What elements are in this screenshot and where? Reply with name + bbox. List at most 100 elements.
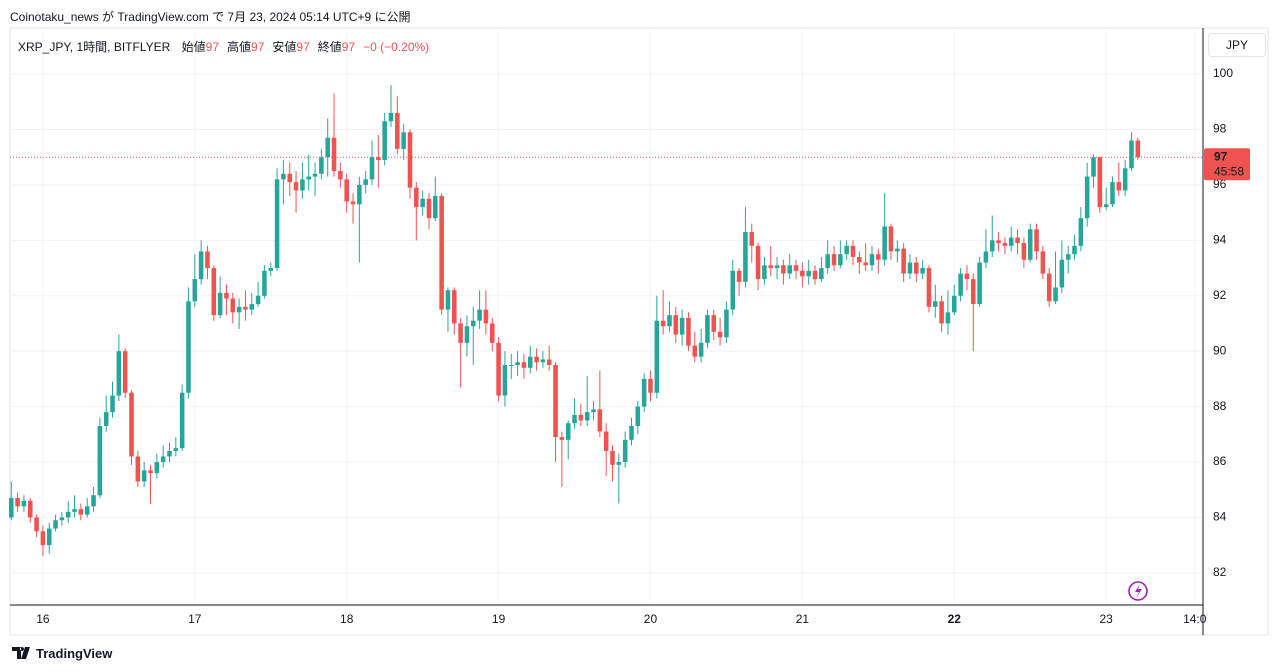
footer: TradingView xyxy=(12,646,112,661)
candle-body xyxy=(914,262,919,274)
x-tick-label: 14:0 xyxy=(1183,612,1207,626)
candle-body xyxy=(945,312,951,324)
candle-body xyxy=(91,495,96,507)
candle-body xyxy=(989,240,995,252)
candle-body xyxy=(319,157,324,174)
y-tick-label: 82 xyxy=(1213,565,1227,579)
candle-body xyxy=(863,262,868,266)
candle-body xyxy=(293,182,299,191)
candle-body xyxy=(414,187,419,208)
candle-body xyxy=(920,268,925,274)
candle-body xyxy=(426,198,432,219)
candle-body xyxy=(724,309,729,338)
symbol: XRP_JPY, 1時間, BITFLYER xyxy=(18,40,171,54)
candle-body xyxy=(262,270,267,296)
candle-body xyxy=(907,262,913,274)
x-tick-label: 23 xyxy=(1099,612,1113,626)
candle-body xyxy=(78,509,84,515)
candle-body xyxy=(762,265,767,280)
candle-body xyxy=(888,226,894,252)
candle-body xyxy=(1015,237,1020,244)
candle-body xyxy=(154,462,160,474)
candle-body xyxy=(1053,287,1058,302)
candle-body xyxy=(1091,157,1096,177)
candle-body xyxy=(819,268,824,280)
y-tick-label: 92 xyxy=(1213,288,1227,302)
brand: TradingView xyxy=(36,646,113,661)
candles xyxy=(8,85,1141,557)
candle-body xyxy=(977,262,982,305)
candle-body xyxy=(1110,182,1115,205)
candle-body xyxy=(1027,229,1033,260)
candle-body xyxy=(217,292,223,316)
candle-body xyxy=(281,173,286,180)
candle-body xyxy=(110,395,115,413)
currency-button[interactable]: JPY xyxy=(1208,33,1266,57)
grid xyxy=(10,30,1203,605)
alert-icon-bolt xyxy=(1135,584,1142,598)
candle-body xyxy=(325,137,330,158)
candle-body xyxy=(1021,243,1027,260)
candle-body xyxy=(926,268,932,307)
candle-body xyxy=(445,290,451,310)
candle-body xyxy=(578,414,584,421)
candle-body xyxy=(749,232,755,246)
x-tick-label: 19 xyxy=(492,612,506,626)
x-tick-label: 22 xyxy=(948,612,962,626)
candle-body xyxy=(673,315,679,335)
y-tick-label: 84 xyxy=(1213,510,1227,524)
y-tick-label: 86 xyxy=(1213,454,1227,468)
legend-label: 高値 xyxy=(227,40,252,54)
candle-body xyxy=(698,342,704,357)
candle-body xyxy=(401,132,406,149)
candle-body xyxy=(357,184,362,205)
candle-body xyxy=(717,331,723,338)
candle-body xyxy=(692,345,698,357)
logo xyxy=(12,647,30,659)
candle-body xyxy=(122,351,128,393)
candle-body xyxy=(173,448,179,451)
candle-body xyxy=(141,470,147,482)
alert-icon[interactable] xyxy=(1128,581,1148,601)
candle-body xyxy=(312,173,318,177)
candle-body xyxy=(489,323,495,343)
x-tick-label: 18 xyxy=(340,612,354,626)
candle-body xyxy=(774,265,780,269)
candle-body xyxy=(996,240,1001,244)
legend-value: 97 xyxy=(341,40,356,54)
candle-body xyxy=(452,290,457,324)
candle-body xyxy=(1116,182,1122,191)
x-tick-label: 16 xyxy=(36,612,50,626)
y-tick-label: 96 xyxy=(1213,177,1227,191)
candle-body xyxy=(198,251,204,280)
legend-label: 始値 xyxy=(181,40,206,54)
candle-body xyxy=(901,248,906,274)
candle-body xyxy=(243,306,248,310)
chart-frame xyxy=(9,27,1269,636)
y-tick-label: 98 xyxy=(1213,122,1227,136)
candle-body xyxy=(559,437,565,440)
candle-body xyxy=(192,279,198,302)
candle-body xyxy=(369,157,375,180)
candle-body xyxy=(869,254,875,266)
candle-body xyxy=(660,320,666,327)
candle-body xyxy=(800,270,805,277)
candle-body xyxy=(65,511,71,518)
candle-body xyxy=(34,517,39,532)
candle-body xyxy=(743,232,748,282)
candle-body xyxy=(521,362,527,368)
candle-body xyxy=(148,470,153,474)
candle-body xyxy=(844,245,849,255)
candle-body xyxy=(793,265,799,271)
candle-body xyxy=(338,171,343,180)
candle-body xyxy=(255,295,261,305)
candle-body xyxy=(8,498,14,518)
candle-body xyxy=(1129,140,1134,169)
legend-change: −0 (−0.20%) xyxy=(363,40,430,54)
candle-body xyxy=(806,270,811,277)
candle-body xyxy=(939,301,944,324)
candle-body xyxy=(895,248,900,252)
candle-body xyxy=(21,500,27,507)
candle-body xyxy=(781,265,786,274)
candle-body xyxy=(179,392,185,449)
